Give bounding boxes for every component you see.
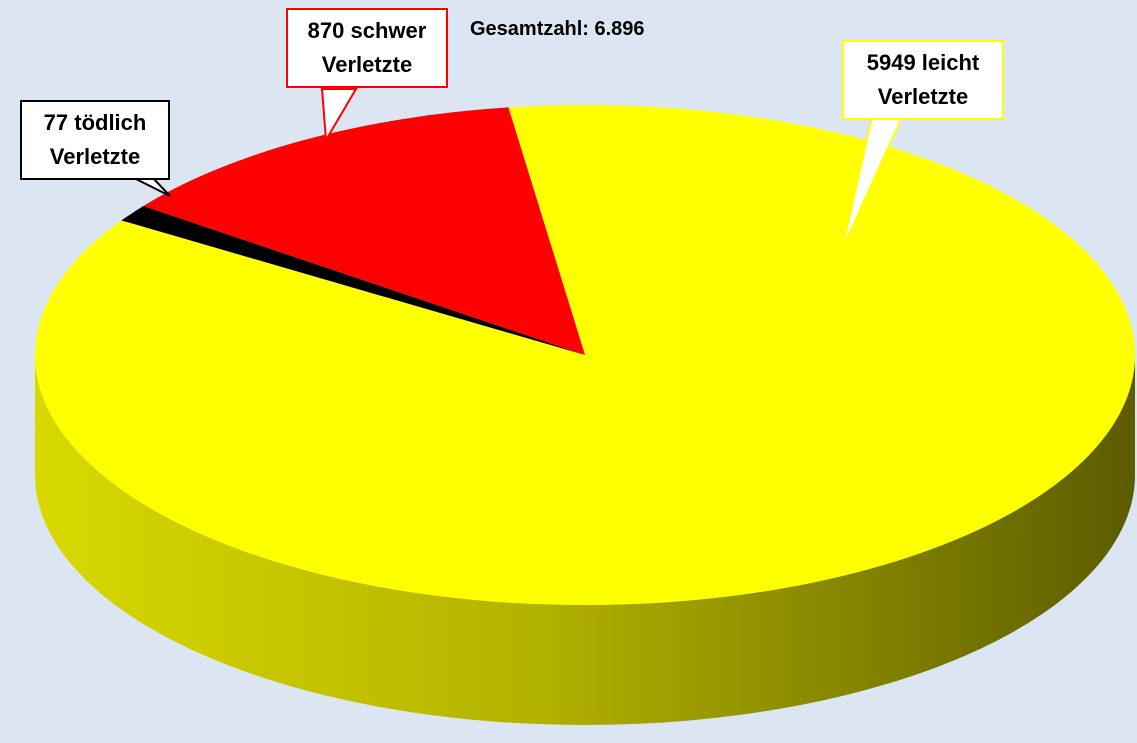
- data-label: 77 tödlich Verletzte: [20, 100, 170, 180]
- pie-slice: [34, 105, 1136, 606]
- data-label: 870 schwer Verletzte: [286, 8, 448, 88]
- data-label: 5949 leicht Verletzte: [842, 40, 1004, 120]
- pie-slice: [121, 206, 586, 355]
- pie-slice: [143, 107, 585, 355]
- callout-pointer: [320, 88, 358, 144]
- chart-title: Gesamtzahl: 6.896: [470, 18, 645, 40]
- pie-side: [35, 355, 1135, 725]
